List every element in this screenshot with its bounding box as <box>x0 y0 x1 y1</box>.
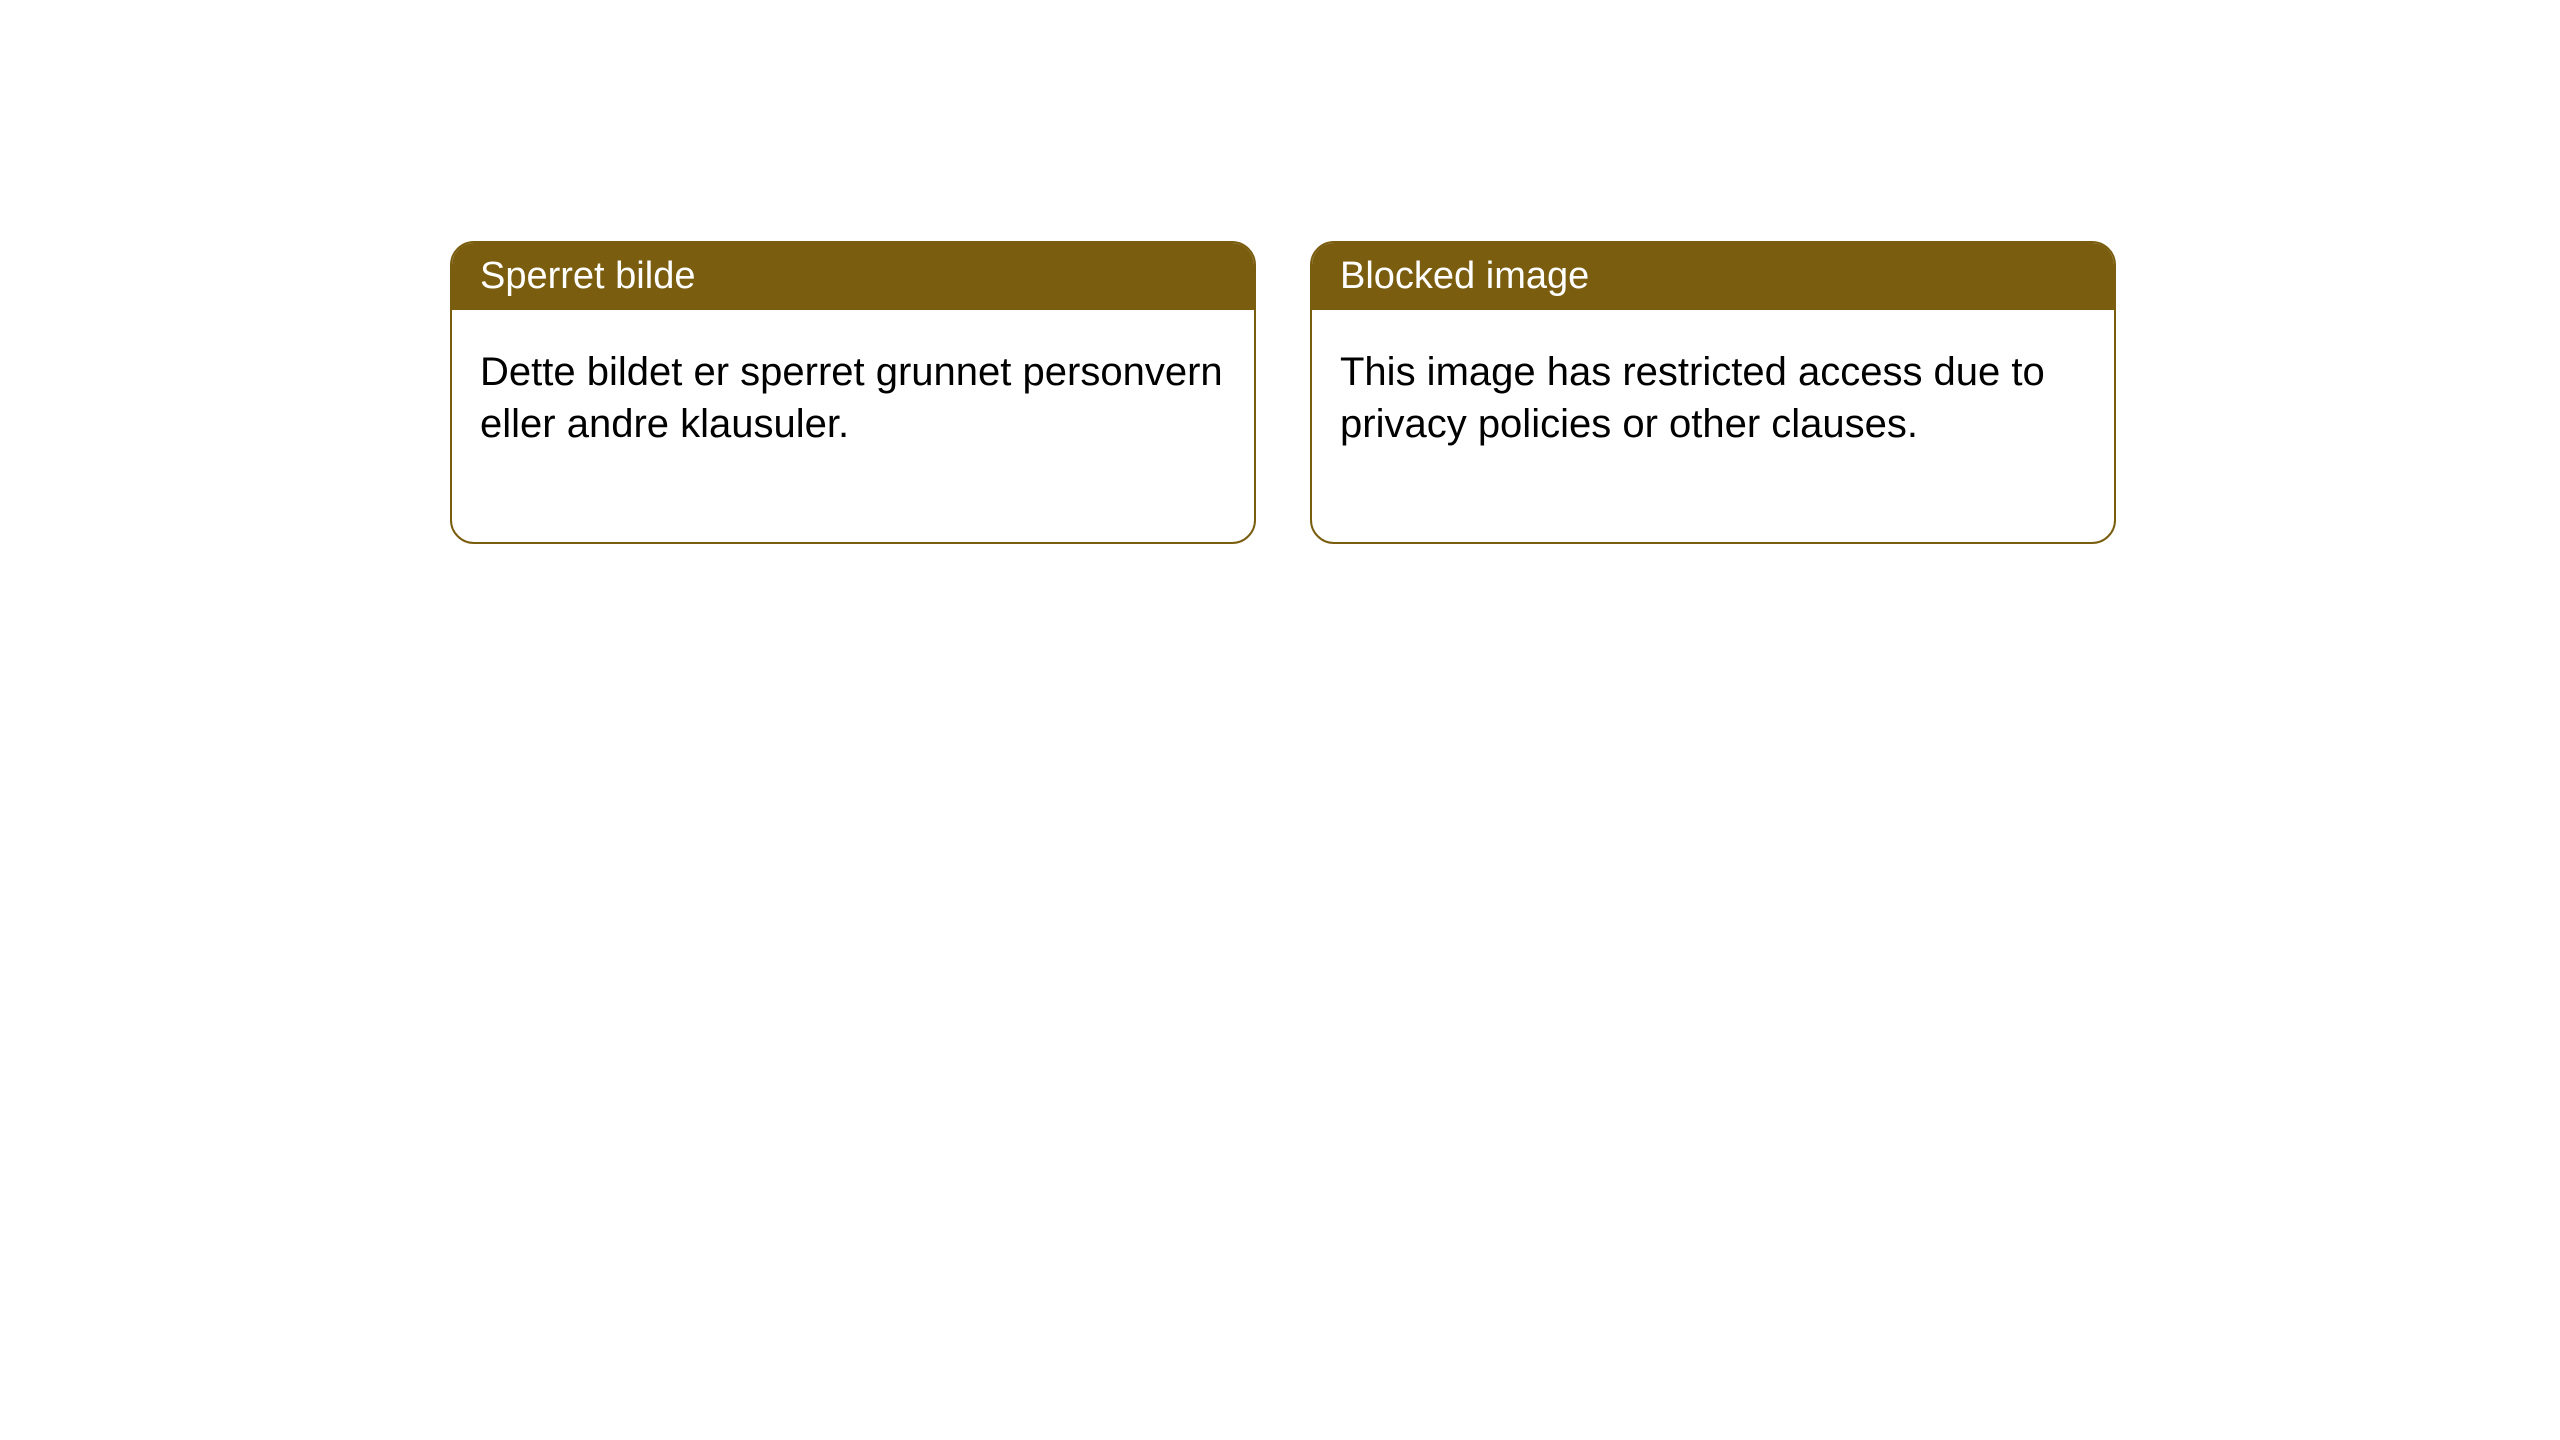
card-header: Blocked image <box>1312 243 2114 310</box>
card-header: Sperret bilde <box>452 243 1254 310</box>
card-body: This image has restricted access due to … <box>1312 310 2114 542</box>
notice-cards-container: Sperret bilde Dette bildet er sperret gr… <box>450 241 2116 544</box>
notice-card-norwegian: Sperret bilde Dette bildet er sperret gr… <box>450 241 1256 544</box>
notice-card-english: Blocked image This image has restricted … <box>1310 241 2116 544</box>
card-body: Dette bildet er sperret grunnet personve… <box>452 310 1254 542</box>
